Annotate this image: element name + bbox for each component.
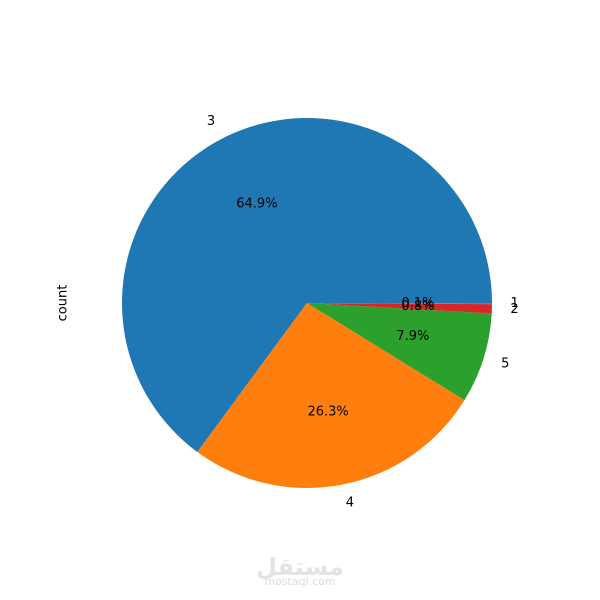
value-label: 64.9% bbox=[236, 196, 277, 211]
pie-slice bbox=[197, 303, 465, 488]
pie-slice bbox=[121, 118, 492, 452]
pie-slice bbox=[307, 303, 492, 314]
category-label: 1 bbox=[510, 296, 518, 311]
category-label: 3 bbox=[207, 114, 215, 129]
value-label: 0.1% bbox=[401, 296, 434, 311]
pie-slice bbox=[307, 303, 492, 401]
watermark-logo: مستقل bbox=[256, 553, 344, 581]
value-label: 0.8% bbox=[401, 299, 434, 314]
watermark-site: mostaql.com bbox=[264, 575, 335, 588]
pie-slice bbox=[307, 303, 492, 305]
value-label: 26.3% bbox=[307, 404, 348, 419]
y-axis-label: count bbox=[56, 285, 71, 322]
category-label: 5 bbox=[501, 357, 509, 372]
value-label: 7.9% bbox=[396, 329, 429, 344]
category-label: 2 bbox=[510, 302, 518, 317]
category-label: 4 bbox=[346, 495, 354, 510]
